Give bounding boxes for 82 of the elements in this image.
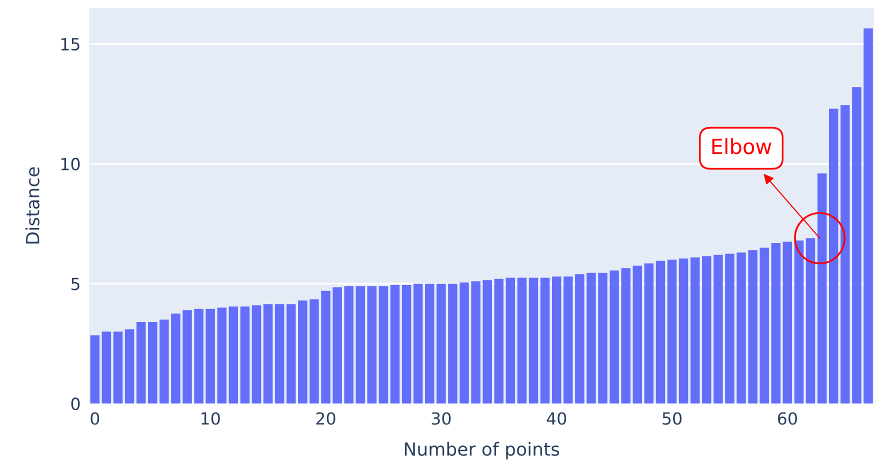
bar	[644, 263, 654, 404]
bar	[702, 256, 712, 404]
bar	[217, 308, 226, 404]
y-tick-label: 15	[61, 38, 80, 51]
y-tick-label: 5	[71, 278, 80, 290]
bar	[725, 254, 734, 404]
bar	[494, 278, 504, 404]
bar	[771, 242, 781, 404]
bar	[794, 240, 804, 404]
bar	[806, 238, 816, 404]
x-tick-label: 10	[202, 412, 220, 425]
bar	[263, 304, 273, 404]
bar	[136, 322, 146, 404]
bar	[586, 272, 596, 404]
bar	[528, 278, 538, 404]
bar	[782, 242, 792, 404]
bar	[540, 278, 550, 404]
bar	[102, 332, 112, 404]
x-tick-label: 20	[316, 412, 336, 425]
bar	[194, 308, 204, 404]
bar	[240, 306, 250, 404]
bar	[460, 282, 469, 404]
bar	[90, 335, 100, 404]
x-tick-label: 40	[546, 412, 566, 425]
bar	[482, 280, 492, 404]
bar	[171, 314, 180, 404]
bar	[332, 287, 342, 404]
bar	[817, 173, 827, 404]
bar	[828, 108, 838, 404]
bar	[517, 278, 527, 404]
bar	[252, 305, 262, 404]
bar	[564, 276, 573, 404]
bar	[228, 306, 238, 404]
bar	[286, 304, 296, 404]
bar	[471, 281, 480, 404]
bar	[840, 105, 850, 404]
x-tick-label: 30	[432, 412, 451, 425]
bar	[598, 272, 608, 404]
bar	[714, 254, 723, 404]
bar	[656, 260, 666, 404]
bar	[160, 320, 169, 404]
x-axis-title: Number of points	[404, 442, 560, 460]
y-axis-title: Distance	[25, 167, 40, 244]
bar	[736, 252, 746, 404]
bar	[552, 276, 562, 404]
bar	[402, 284, 412, 404]
bar	[367, 286, 377, 404]
bar	[610, 270, 619, 404]
bar	[690, 257, 700, 404]
bar	[274, 304, 284, 404]
bar	[182, 310, 192, 404]
bar	[298, 300, 308, 404]
bar	[390, 284, 400, 404]
bar	[310, 299, 319, 404]
annotation: Elbow	[712, 138, 772, 154]
bar	[506, 278, 516, 404]
bar	[436, 284, 446, 404]
bar	[413, 284, 423, 404]
bar	[760, 248, 769, 404]
bar	[148, 322, 158, 404]
bar	[575, 274, 584, 404]
x-tick-label: 50	[662, 412, 682, 425]
bar	[321, 290, 330, 404]
bar	[864, 28, 873, 404]
bar	[206, 308, 215, 404]
bar	[425, 284, 434, 404]
bar	[678, 258, 688, 404]
bar	[378, 286, 388, 404]
bar	[448, 284, 458, 404]
x-tick-label: 60	[778, 412, 797, 425]
bar	[356, 286, 365, 404]
bar	[124, 329, 134, 404]
bar	[632, 266, 642, 404]
bar	[344, 286, 354, 404]
x-tick-label: 0	[90, 412, 100, 425]
bar	[621, 268, 630, 404]
bar	[748, 250, 758, 404]
y-tick-label: 0	[71, 398, 80, 410]
y-tick-label: 10	[61, 158, 80, 170]
bar	[113, 332, 123, 404]
bar	[852, 87, 862, 404]
bar	[667, 260, 677, 404]
